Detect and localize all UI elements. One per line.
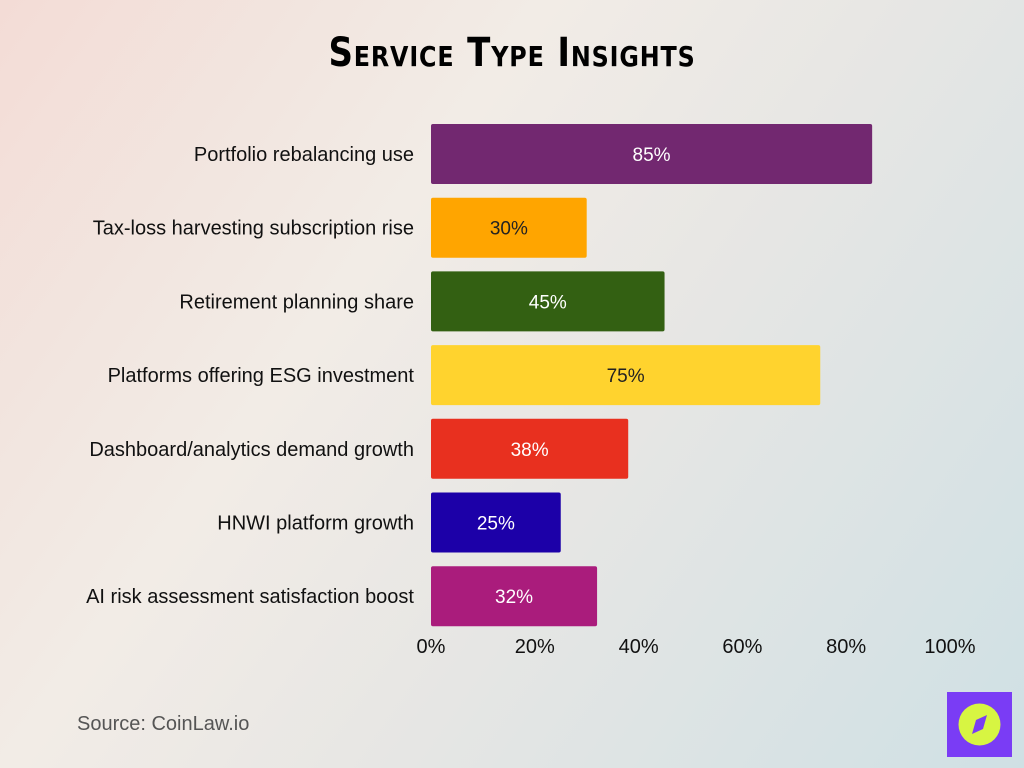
x-tick-label: 100% [924,636,975,658]
data-label: 45% [529,292,567,313]
bar [431,345,821,406]
x-tick-label: 40% [619,636,659,658]
category-label: AI risk assessment satisfaction boost [86,586,414,608]
logo [947,692,1012,757]
category-label: Tax-loss harvesting subscription rise [93,218,414,240]
x-tick-label: 0% [417,636,446,658]
data-label: 85% [633,145,671,166]
category-label: Portfolio rebalancing use [194,144,414,166]
x-tick-label: 60% [722,636,762,658]
bar [431,566,598,627]
source-text: Source: CoinLaw.io [77,713,250,735]
bar [431,124,873,184]
x-tick-label: 20% [515,636,555,658]
category-label: Retirement planning share [179,291,414,313]
bar [431,271,665,332]
chart-title: Service Type Insights [328,30,696,76]
data-label: 32% [495,587,533,608]
data-label: 38% [511,440,549,461]
data-label: 30% [490,219,528,240]
data-label: 25% [477,514,515,535]
category-label: Platforms offering ESG investment [108,365,415,387]
bar [431,418,629,479]
category-label: HNWI platform growth [217,513,414,535]
x-tick-label: 80% [826,636,866,658]
bar [431,492,561,553]
bar [431,197,587,258]
compass-icon [958,703,1001,746]
category-label: Dashboard/analytics demand growth [89,439,414,461]
data-label: 75% [607,366,645,387]
